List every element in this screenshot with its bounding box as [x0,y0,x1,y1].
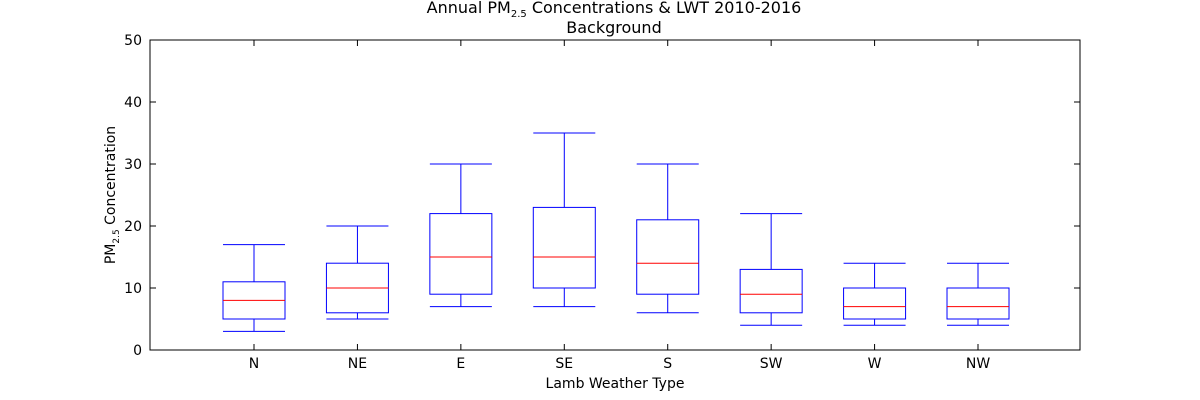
y-axis: 0 10 20 30 40 50 [124,33,1080,359]
y-axis-label-pm: PM [103,244,119,265]
y-axis-label: PM2.5 Concentration [103,126,122,264]
chart-title-subscript: 2.5 [511,9,527,20]
box-sw [739,213,803,326]
y-tick-label: 20 [124,219,142,235]
chart-title-line1: Annual PM2.5 Concentrations & LWT 2010-2… [427,0,802,20]
x-axis: N NE E SE S SW W NW [249,40,990,372]
y-axis-label-subscript: 2.5 [112,229,122,243]
iqr-box [532,206,596,289]
iqr-box [429,213,493,295]
box-se [532,132,596,308]
x-tick-label: NW [966,356,990,372]
box-nw [946,262,1010,326]
x-tick-label: E [456,356,465,372]
box-n [222,244,286,332]
box-w [843,262,907,326]
x-tick-label: S [663,356,672,372]
x-tick-label: NE [348,356,367,372]
iqr-box [636,219,700,295]
plot-area-frame [149,39,1081,351]
box-s [636,163,700,314]
x-tick-label: W [868,356,882,372]
chart-title-rest: Concentrations & LWT 2010-2016 [527,0,802,17]
chart-title-pm: Annual PM [427,0,511,17]
box-ne [325,225,389,320]
y-tick-label: 50 [124,33,142,49]
x-tick-label: N [249,356,259,372]
y-tick-label: 10 [124,281,142,297]
x-tick-label: SE [555,356,573,372]
y-tick-label: 40 [124,95,142,111]
y-tick-label: 0 [133,343,142,359]
x-axis-label: Lamb Weather Type [546,376,685,392]
y-tick-label: 30 [124,157,142,173]
iqr-box [946,287,1010,320]
boxes-group [222,132,1010,332]
iqr-box [739,268,803,314]
y-axis-label-rest: Concentration [103,126,119,230]
chart-title-line2: Background [566,18,661,37]
box-e [429,163,493,308]
x-tick-label: SW [760,356,783,372]
iqr-box [843,287,907,320]
